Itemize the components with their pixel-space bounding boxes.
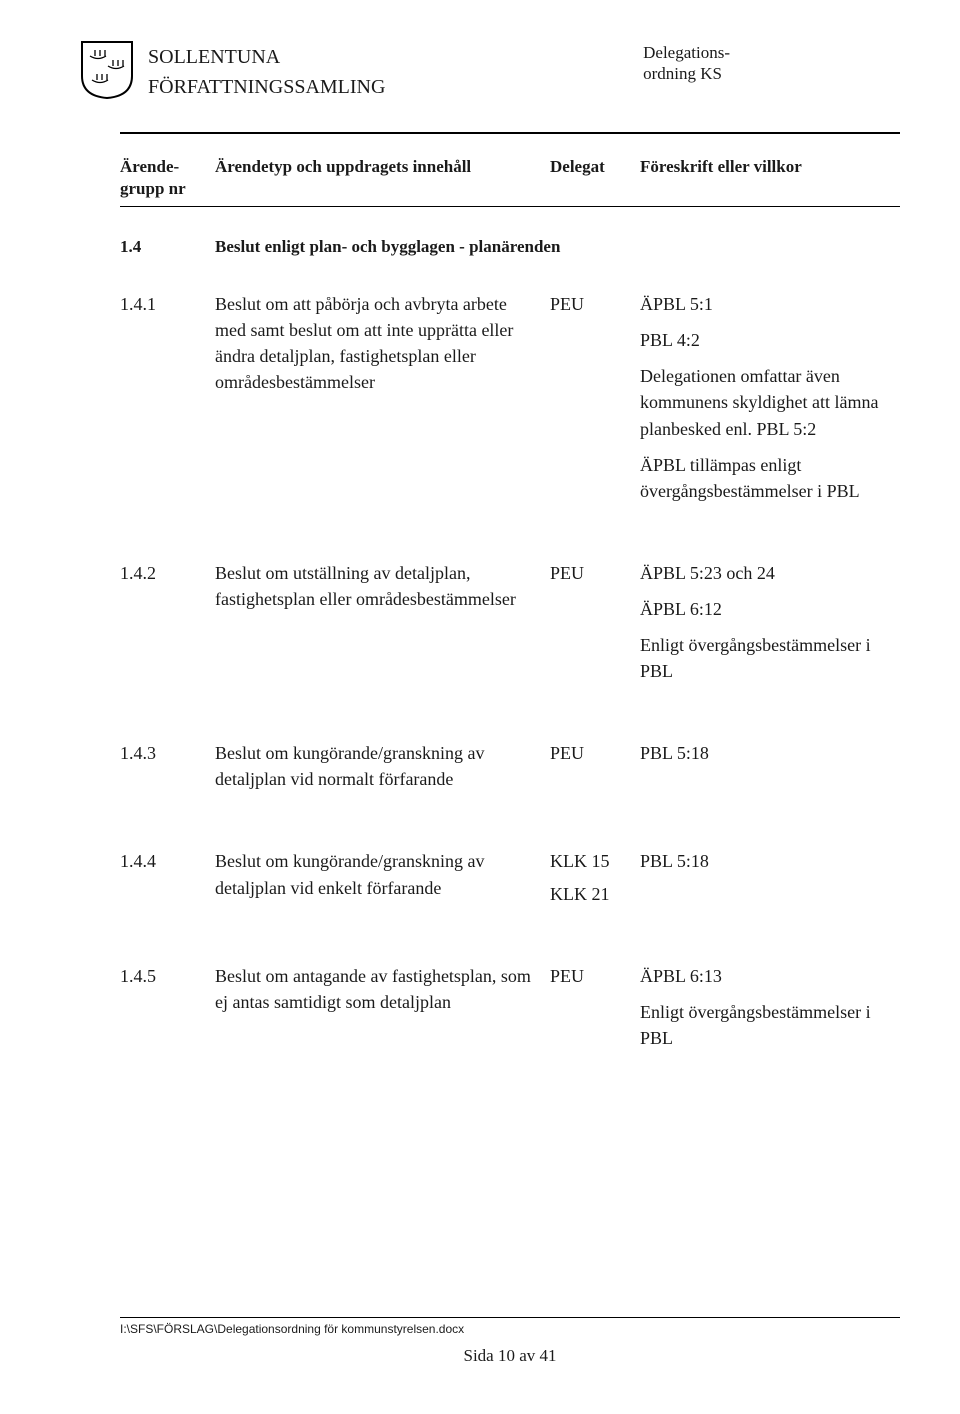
col-header-type: Ärendetyp och uppdragets innehåll <box>215 156 550 200</box>
doc-type-line-2: ordning KS <box>643 63 730 84</box>
item-text: Beslut om utställning av detaljplan, fas… <box>215 560 550 612</box>
col-header-group-nr-1: Ärende- <box>120 156 215 178</box>
page-header: SOLLENTUNA FÖRFATTNINGSSAMLING Delegatio… <box>80 40 900 102</box>
item-villkor: PBL 5:18 <box>640 848 900 874</box>
col-header-group-nr-2: grupp nr <box>120 178 215 200</box>
item-nr: 1.4.2 <box>120 560 215 586</box>
item-nr: 1.4.5 <box>120 963 215 989</box>
document-type: Delegations- ordning KS <box>643 42 730 85</box>
item-delegat: KLK 15 KLK 21 <box>550 848 640 906</box>
delegat-value: PEU <box>550 291 640 317</box>
delegat-value: PEU <box>550 963 640 989</box>
header-titles: SOLLENTUNA FÖRFATTNINGSSAMLING Delegatio… <box>148 40 900 102</box>
section-title: Beslut enligt plan- och bygglagen - plan… <box>215 237 578 257</box>
villkor-value: ÄPBL 6:13 <box>640 963 900 989</box>
delegat-value: KLK 21 <box>550 881 640 907</box>
item-row: 1.4.2Beslut om utställning av detaljplan… <box>120 560 900 684</box>
item-row: 1.4.3Beslut om kungörande/granskning av … <box>120 740 900 792</box>
villkor-value: Delegationen omfattar även kommunens sky… <box>640 363 900 441</box>
item-villkor: ÄPBL 5:23 och 24 ÄPBL 6:12 Enligt övergång… <box>640 560 900 684</box>
villkor-value: Enligt övergångsbestämmelser i PBL <box>640 632 900 684</box>
content-area: Ärende- grupp nr Ärendetyp och uppdraget… <box>120 132 900 1051</box>
item-text: Beslut om kungörande/granskning av detal… <box>215 848 550 900</box>
footer-rule <box>120 1317 900 1318</box>
item-delegat: PEU <box>550 740 640 766</box>
villkor-value: PBL 5:18 <box>640 740 900 766</box>
item-text: Beslut om kungörande/granskning av detal… <box>215 740 550 792</box>
delegat-value: PEU <box>550 740 640 766</box>
item-row: 1.4.5Beslut om antagande av fastighetspl… <box>120 963 900 1051</box>
item-nr: 1.4.1 <box>120 291 215 317</box>
item-villkor: ÄPBL 6:13 Enligt övergångsbestämmelser i … <box>640 963 900 1051</box>
villkor-value: ÄPBL 5:1 <box>640 291 900 317</box>
villkor-value: ÄPBL 5:23 och 24 <box>640 560 900 586</box>
item-text: Beslut om att påbörja och avbryta arbete… <box>215 291 550 395</box>
item-delegat: PEU <box>550 291 640 317</box>
villkor-value: PBL 5:18 <box>640 848 900 874</box>
item-row: 1.4.4Beslut om kungörande/granskning av … <box>120 848 900 906</box>
item-delegat: PEU <box>550 963 640 989</box>
top-rule <box>120 132 900 134</box>
municipal-crest-icon <box>80 40 134 100</box>
villkor-value: PBL 4:2 <box>640 327 900 353</box>
organization-name: SOLLENTUNA FÖRFATTNINGSSAMLING <box>148 42 385 102</box>
footer-file-path: I:\SFS\FÖRSLAG\Delegationsordning för ko… <box>120 1322 900 1336</box>
footer-page-number: Sida 10 av 41 <box>120 1346 900 1366</box>
villkor-value: ÄPBL 6:12 <box>640 596 900 622</box>
item-row: 1.4.1Beslut om att påbörja och avbryta a… <box>120 291 900 504</box>
section-heading: 1.4 Beslut enligt plan- och bygglagen - … <box>120 237 900 257</box>
item-villkor: ÄPBL 5:1 PBL 4:2 Delegationen omfattar äve… <box>640 291 900 504</box>
col-header-group-nr: Ärende- grupp nr <box>120 156 215 200</box>
col-header-villkor: Föreskrift eller villkor <box>640 156 900 200</box>
villkor-value: ÄPBL tillämpas enligt övergångsbestämmel… <box>640 452 900 504</box>
column-headers: Ärende- grupp nr Ärendetyp och uppdraget… <box>120 156 900 200</box>
items-list: 1.4.1Beslut om att påbörja och avbryta a… <box>120 291 900 1051</box>
item-delegat: PEU <box>550 560 640 586</box>
delegat-value: PEU <box>550 560 640 586</box>
section-nr: 1.4 <box>120 237 215 257</box>
item-villkor: PBL 5:18 <box>640 740 900 766</box>
item-nr: 1.4.4 <box>120 848 215 874</box>
header-rule <box>120 206 900 207</box>
col-header-delegat: Delegat <box>550 156 640 200</box>
item-text: Beslut om antagande av fastighetsplan, s… <box>215 963 550 1015</box>
page-footer: I:\SFS\FÖRSLAG\Delegationsordning för ko… <box>120 1317 900 1366</box>
villkor-value: Enligt övergångsbestämmelser i PBL <box>640 999 900 1051</box>
doc-type-line-1: Delegations- <box>643 42 730 63</box>
document-page: SOLLENTUNA FÖRFATTNINGSSAMLING Delegatio… <box>0 0 960 1414</box>
org-line-1: SOLLENTUNA <box>148 42 385 72</box>
item-nr: 1.4.3 <box>120 740 215 766</box>
delegat-value: KLK 15 <box>550 848 640 874</box>
org-line-2: FÖRFATTNINGSSAMLING <box>148 72 385 102</box>
